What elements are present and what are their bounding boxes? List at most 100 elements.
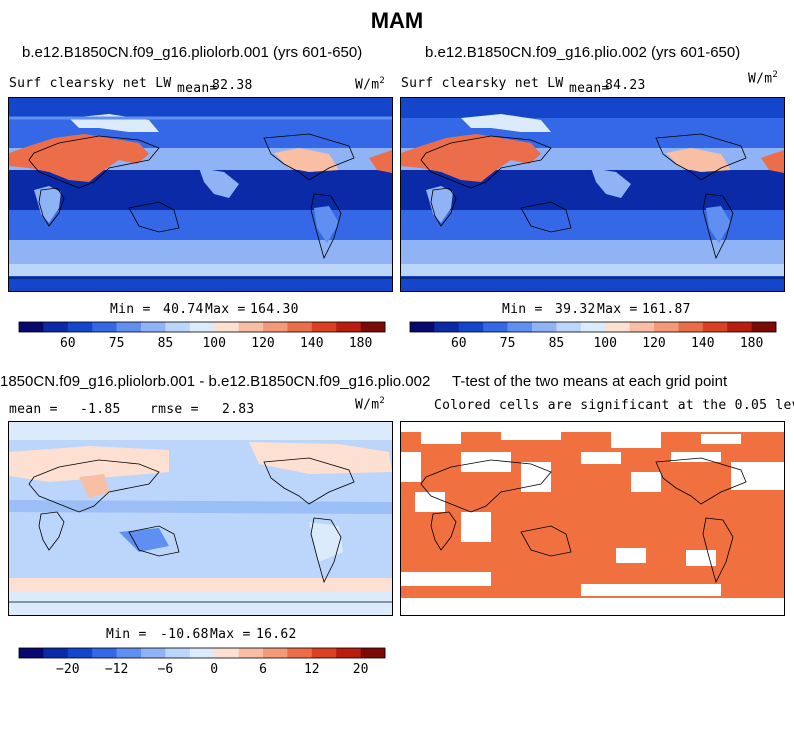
colorbar-swatch (483, 322, 508, 332)
panel3-min-label: Min = (106, 627, 147, 642)
panel1-variable-label: Surf clearsky net LW (9, 76, 172, 91)
colorbar-tick-label: 100 (202, 336, 225, 351)
colorbar-swatch (434, 322, 460, 332)
panel2-colorbar-svg: 60 75 85 100 120 140 180 (409, 321, 777, 351)
colorbar-tick-label: 120 (642, 336, 665, 351)
colorbar-tick-label: 100 (593, 336, 616, 351)
panel2-mean-value: 84.23 (605, 78, 646, 93)
colorbar-swatch (165, 322, 191, 332)
colorbar-swatch (336, 648, 361, 658)
panel2-min-value: 39.32 (555, 302, 596, 317)
colorbar-swatch (263, 648, 288, 658)
colorbar-swatch (311, 322, 337, 332)
colorbar-swatch (532, 322, 557, 332)
colorbar-tick-label: 140 (300, 336, 323, 351)
panel2-variable-label: Surf clearsky net LW (401, 76, 564, 91)
panel1-min-label: Min = (110, 302, 151, 317)
colorbar-swatch (287, 322, 313, 332)
colorbar-swatch (67, 648, 93, 658)
colorbar-swatch (507, 322, 533, 332)
panel1-colorbar: 60 75 85 100 120 140 180 (18, 321, 386, 354)
panel2-title: b.e12.B1850CN.f09_g16.plio.002 (yrs 601-… (425, 44, 741, 61)
colorbar-swatch (165, 648, 191, 658)
colorbar-swatch (189, 322, 215, 332)
colorbar-swatch (214, 648, 239, 658)
colorbar-swatch (556, 322, 582, 332)
colorbar-tick-label: 180 (349, 336, 372, 351)
panel4-title: T-test of the two means at each grid poi… (452, 373, 728, 390)
colorbar-tick-label: 75 (109, 336, 125, 351)
colorbar-swatch (67, 322, 93, 332)
colorbar-swatch (141, 322, 166, 332)
colorbar-swatch (360, 322, 386, 332)
colorbar-swatch (214, 322, 239, 332)
colorbar-tick-label: 180 (740, 336, 763, 351)
panel2-min-label: Min = (502, 302, 543, 317)
colorbar-tick-label: 60 (60, 336, 76, 351)
colorbar-tick-label: −20 (56, 662, 79, 677)
panel1-max-label: Max = (205, 302, 246, 317)
panel1-min-value: 40.74 (163, 302, 204, 317)
colorbar-swatch (92, 322, 117, 332)
panel3-units: W/m2 (355, 396, 386, 413)
colorbar-swatch (287, 648, 313, 658)
panel2-colorbar: 60 75 85 100 120 140 180 (409, 321, 777, 354)
panel3-rmse-value: 2.83 (222, 402, 255, 417)
colorbar-frame (18, 647, 386, 659)
colorbar-tick-label: 120 (251, 336, 274, 351)
panel3-rmse-label: rmse = (150, 402, 199, 417)
colorbar-swatch (605, 322, 630, 332)
colorbar-swatch (116, 648, 142, 658)
colorbar-swatch (311, 648, 337, 658)
panel1-units: W/m2 (355, 76, 386, 93)
panel3-max-label: Max = (210, 627, 251, 642)
colorbar-tick-label: 12 (304, 662, 320, 677)
panel3-title: 1850CN.f09_g16.pliolorb.001 - b.e12.B185… (0, 373, 431, 390)
panel2-max-label: Max = (597, 302, 638, 317)
panel4-map (400, 421, 785, 616)
panel3-colorbar-svg: −20 −12 −6 0 6 12 20 (18, 647, 386, 677)
colorbar-swatch (360, 648, 386, 658)
colorbar-swatch (410, 322, 435, 332)
panel1-mean-value: 82.38 (212, 78, 253, 93)
colorbar-swatch (751, 322, 777, 332)
panel2-mean-label: mean= (569, 81, 610, 96)
panel1-map (8, 97, 393, 292)
panel3-max-value: 16.62 (256, 627, 297, 642)
colorbar-tick-label: 0 (210, 662, 218, 677)
panel3-mean-value: -1.85 (80, 402, 121, 417)
colorbar-swatch (238, 322, 264, 332)
colorbar-swatch (727, 322, 752, 332)
colorbar-swatch (43, 648, 69, 658)
colorbar-tick-label: 60 (451, 336, 467, 351)
panel3-map (8, 421, 393, 616)
figure-title: MAM (370, 8, 424, 33)
colorbar-swatch (702, 322, 728, 332)
colorbar-swatch (336, 322, 361, 332)
panel2-map (400, 97, 785, 292)
colorbar-frame (409, 321, 777, 333)
panel1-mean-label: mean= (177, 81, 218, 96)
panel3-colorbar: −20 −12 −6 0 6 12 20 (18, 647, 386, 680)
colorbar-swatch (629, 322, 655, 332)
colorbar-swatch (43, 322, 69, 332)
panel1-title: b.e12.B1850CN.f09_g16.pliolorb.001 (yrs … (22, 44, 363, 61)
colorbar-tick-label: −12 (105, 662, 128, 677)
colorbar-tick-label: 85 (549, 336, 565, 351)
colorbar-swatch (19, 648, 44, 658)
colorbar-tick-label: 20 (353, 662, 369, 677)
colorbar-tick-label: 6 (259, 662, 267, 677)
colorbar-swatch (116, 322, 142, 332)
colorbar-swatch (141, 648, 166, 658)
colorbar-tick-label: 75 (500, 336, 516, 351)
colorbar-swatch (458, 322, 484, 332)
colorbar-swatch (263, 322, 288, 332)
colorbar-swatch (678, 322, 704, 332)
panel1-max-value: 164.30 (250, 302, 299, 317)
colorbar-swatch (19, 322, 44, 332)
panel2-units: W/m2 (748, 70, 779, 87)
panel3-mean-label: mean = (9, 402, 58, 417)
colorbar-swatch (654, 322, 679, 332)
colorbar-tick-label: −6 (158, 662, 174, 677)
panel2-max-value: 161.87 (642, 302, 691, 317)
